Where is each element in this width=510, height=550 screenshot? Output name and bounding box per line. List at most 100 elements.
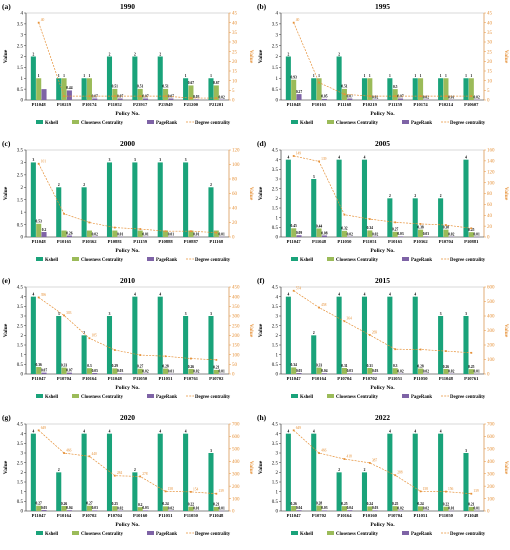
degree-data-label: 40 (41, 18, 45, 22)
closeness-data-label: 0.26 (61, 502, 67, 506)
closeness-bar (392, 506, 398, 511)
legend-entry: Closeness Centrality (81, 532, 124, 537)
closeness-bar (418, 229, 424, 237)
x-tick-label: P11051 (159, 513, 174, 518)
kshell-bar (336, 56, 342, 100)
y-tick-label: 0.5 (17, 500, 24, 505)
closeness-data-label: 1 (420, 74, 422, 78)
y2-tick-label: 700 (232, 423, 240, 428)
legend-entry: PageRank (411, 532, 432, 537)
y-tick-label: 4.5 (272, 149, 279, 154)
x-tick-label: P11048 (439, 376, 454, 381)
closeness-bar (468, 232, 474, 237)
closeness-data-label: 0.5 (393, 85, 398, 89)
x-tick-label: P10761 (464, 376, 479, 381)
kshell-bar (132, 472, 138, 511)
kshell-data-label: 4 (109, 429, 111, 433)
pagerank-data-label: 0.05 (321, 95, 327, 99)
degree-point (419, 223, 422, 225)
x-tick-label: P10164 (82, 376, 97, 381)
pagerank-data-label: 0.04 (66, 506, 72, 510)
y-tick-label: 1.5 (272, 66, 279, 71)
kshell-bar (208, 187, 214, 237)
closeness-bar (392, 368, 398, 374)
closeness-bar (418, 506, 424, 511)
x-tick-label: P11048 (464, 513, 479, 518)
closeness-data-label: 0.45 (291, 224, 297, 228)
legend-entry: Degree centrality (450, 121, 486, 126)
x-tick-label: P10165 (388, 239, 403, 244)
y2-tick-label: 60 (232, 192, 238, 197)
y2-tick-label: 100 (232, 163, 240, 168)
closeness-data-label: 0.25 (392, 502, 398, 506)
degree-point (394, 221, 397, 224)
pagerank-bar (66, 372, 72, 374)
pagerank-bar (41, 232, 47, 237)
degree-point (470, 492, 473, 495)
pagerank-bar (41, 89, 47, 100)
x-tick-label: P10174 (82, 102, 97, 107)
kshell-data-label: 3 (465, 449, 467, 453)
degree-point (37, 162, 40, 165)
closeness-data-label: 0.25 (468, 228, 474, 232)
closeness-bar (341, 230, 347, 237)
x-tick-label: P10704 (439, 239, 454, 244)
legend-entry: PageRank (156, 121, 177, 126)
degree-line (38, 430, 217, 495)
kshell-data-label: 2 (364, 468, 366, 472)
kshell-bar (336, 296, 342, 374)
degree-point (88, 95, 91, 98)
degree-data-label: 139 (218, 489, 224, 493)
closeness-data-label: 0.28 (417, 364, 423, 368)
kshell-bar (311, 179, 317, 237)
y2-tick-label: 300 (487, 329, 495, 334)
y2-tick-label: 300 (232, 472, 240, 477)
degree-point (318, 160, 320, 163)
closeness-bar (112, 230, 118, 237)
y2-tick-label: 10 (487, 79, 493, 84)
y-tick-label: 2.5 (17, 174, 24, 179)
x-tick-label: P11051 (159, 376, 174, 381)
x-axis-label: Policy No. (115, 522, 140, 528)
degree-point (113, 226, 116, 229)
degree-point (343, 458, 346, 460)
chart-title: 2022 (375, 413, 390, 422)
y2-tick-label: 400 (232, 460, 240, 465)
pagerank-data-label: 0.01 (168, 233, 174, 237)
x-tick-label: P10174 (413, 102, 428, 107)
kshell-bar (106, 433, 113, 511)
degree-data-label: 101 (41, 159, 47, 163)
closeness-bar (163, 230, 169, 237)
x-tick-label: P11051 (388, 376, 403, 381)
chart-panel-c: (c) 2000 0 0.5 1 1.5 2 2.5 3 3.5 0 20 40 60 80 100 120 Va… (2, 139, 254, 263)
pagerank-legend-swatch (402, 120, 409, 124)
degree-data-label: 284 (117, 471, 123, 475)
closeness-bar (137, 368, 143, 374)
kshell-data-label: 4 (159, 429, 161, 433)
y-tick-label: 0 (21, 99, 24, 104)
kshell-bar (183, 162, 189, 237)
y2-tick-label: 45 (487, 12, 493, 17)
y-axis-label: Value (3, 186, 9, 200)
degree-point (37, 296, 40, 299)
degree-line (38, 297, 217, 361)
pagerank-bar (41, 510, 47, 511)
x-tick-label: P10160 (133, 513, 148, 518)
kshell-data-label: 3 (210, 449, 212, 453)
kshell-data-label: 4 (185, 429, 187, 433)
pagerank-data-label: 0.01 (218, 370, 224, 374)
x-tick-label: P11048 (32, 239, 47, 244)
x-tick-label: P11048 (312, 239, 327, 244)
degree-point (394, 95, 397, 98)
pagerank-data-label: 0.01 (142, 233, 148, 237)
kshell-bar (132, 162, 138, 237)
panel-label: (h) (257, 413, 267, 422)
kshell-data-label: 4 (313, 429, 315, 433)
closeness-data-label: 1 (445, 74, 447, 78)
kshell-bar (285, 56, 291, 100)
y-tick-label: 3.5 (272, 442, 279, 447)
y-tick-label: 1.5 (272, 344, 279, 349)
kshell-data-label: 4 (159, 292, 161, 296)
pagerank-bar (397, 98, 404, 100)
kshell-bar (361, 159, 368, 237)
